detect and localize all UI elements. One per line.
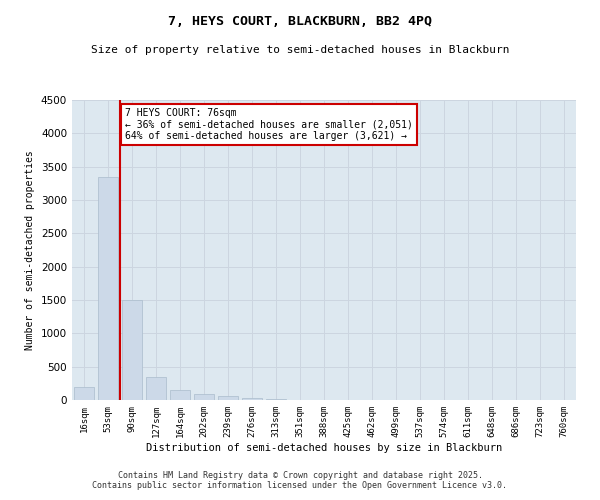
Text: Size of property relative to semi-detached houses in Blackburn: Size of property relative to semi-detach… bbox=[91, 45, 509, 55]
Bar bbox=[218, 396, 238, 400]
Bar bbox=[194, 394, 214, 400]
Bar bbox=[242, 398, 262, 400]
Bar bbox=[170, 390, 190, 400]
Bar bbox=[74, 386, 94, 400]
Bar bbox=[266, 399, 286, 400]
Bar bbox=[122, 300, 142, 400]
Bar bbox=[98, 176, 118, 400]
Text: 7, HEYS COURT, BLACKBURN, BB2 4PQ: 7, HEYS COURT, BLACKBURN, BB2 4PQ bbox=[168, 15, 432, 28]
Bar bbox=[146, 376, 166, 400]
Text: Contains HM Land Registry data © Crown copyright and database right 2025.
Contai: Contains HM Land Registry data © Crown c… bbox=[92, 470, 508, 490]
X-axis label: Distribution of semi-detached houses by size in Blackburn: Distribution of semi-detached houses by … bbox=[146, 442, 502, 452]
Y-axis label: Number of semi-detached properties: Number of semi-detached properties bbox=[25, 150, 35, 350]
Text: 7 HEYS COURT: 76sqm
← 36% of semi-detached houses are smaller (2,051)
64% of sem: 7 HEYS COURT: 76sqm ← 36% of semi-detach… bbox=[125, 108, 413, 141]
